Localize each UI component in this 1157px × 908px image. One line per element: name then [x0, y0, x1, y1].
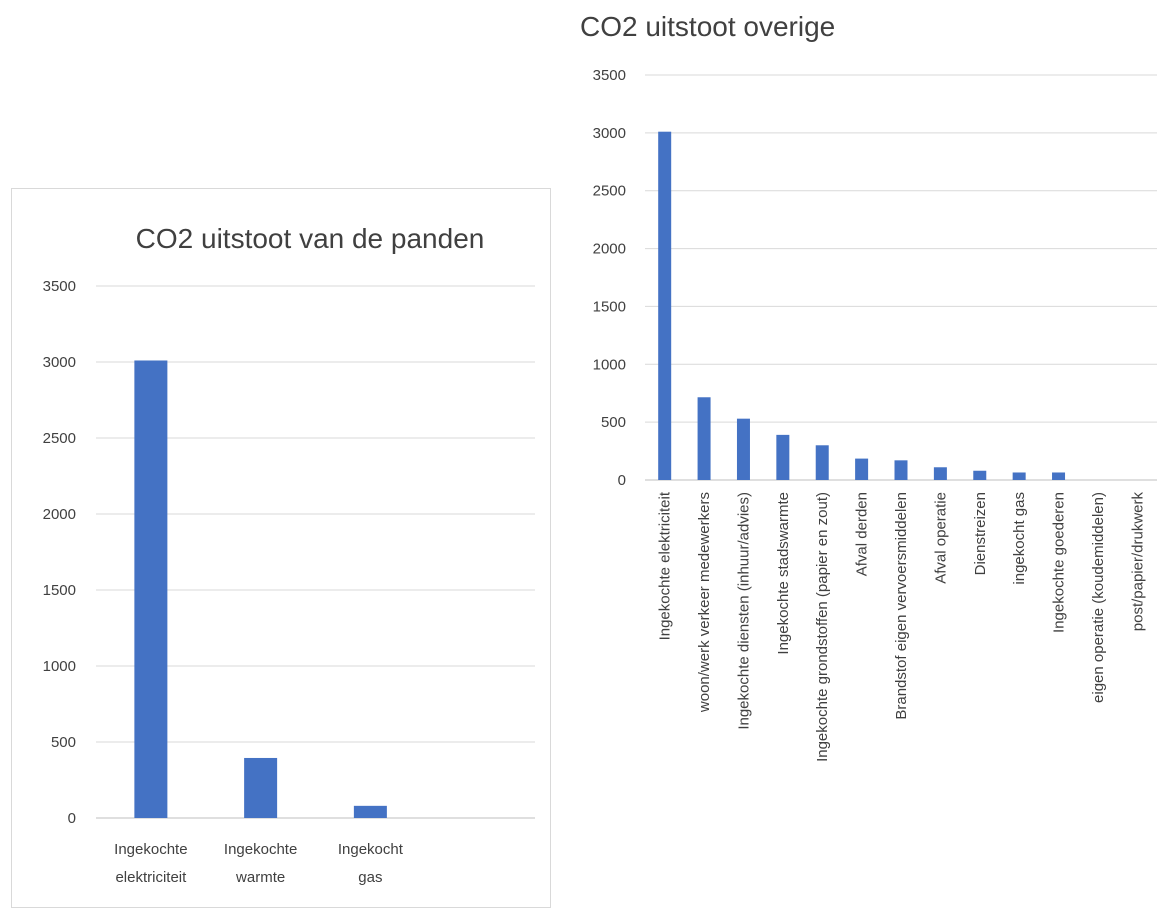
bar [776, 434, 790, 480]
x-category-label: Dienstreizen [972, 492, 989, 575]
bar [894, 460, 908, 480]
x-category-label: elektriciteit [115, 869, 187, 886]
bar [973, 470, 987, 480]
bar [134, 360, 168, 818]
x-category-label: post/papier/drukwerk [1129, 492, 1146, 632]
bar [353, 805, 387, 818]
bar [1012, 472, 1026, 480]
chart-panden: 0 500 1000 1500 2000 2500 3000 3500 Ingekochte el… [43, 278, 535, 886]
chart-title-panden: CO2 uitstoot van de panden [136, 223, 485, 254]
chart-title-overige: CO2 uitstoot overige [580, 11, 835, 42]
bar [933, 467, 947, 480]
y-tick-label: 500 [51, 734, 76, 751]
x-category-label: Brandstof eigen vervoersmiddelen [893, 492, 910, 720]
x-category-label: Ingekochte goederen [1051, 492, 1068, 633]
y-tick-label: 0 [68, 810, 76, 827]
y-tick-label: 3500 [43, 278, 76, 295]
bar [658, 131, 672, 480]
chart-overige: 0 500 1000 1500 2000 2500 3000 3500 Ingekochte e… [593, 67, 1157, 762]
y-tick-label: 2500 [593, 183, 626, 200]
y-tick-label: 500 [601, 414, 626, 431]
x-category-label: ingekocht gas [1011, 492, 1028, 585]
y-tick-label: 1000 [593, 356, 626, 373]
left-chart-frame [11, 188, 551, 908]
x-category-label: Afval derden [854, 492, 871, 576]
x-category-label: Ingekochte grondstoffen (papier en zout) [814, 492, 831, 762]
bar [1052, 472, 1066, 480]
y-tick-label: 2000 [43, 506, 76, 523]
x-category-label: Ingekocht [338, 841, 404, 858]
y-tick-label: 3000 [43, 354, 76, 371]
x-category-label: Ingekochte diensten (inhuur/advies) [735, 492, 752, 730]
x-category-label: Ingekochte [114, 841, 187, 858]
y-tick-label: 2000 [593, 241, 626, 258]
x-category-label: woon/werk verkeer medewerkers [696, 492, 713, 713]
x-category-label: gas [358, 869, 382, 886]
y-tick-label: 1500 [43, 582, 76, 599]
x-category-label: Afval operatie [932, 492, 949, 584]
x-category-label: Ingekochte stadswarmte [775, 492, 792, 655]
bar [815, 445, 829, 480]
bar [736, 418, 750, 480]
x-category-label: warmte [235, 869, 285, 886]
x-category-label: eigen operatie (koudemiddelen) [1090, 492, 1107, 703]
x-category-label: Ingekochte [224, 841, 297, 858]
bar [855, 458, 869, 480]
y-tick-label: 3000 [593, 125, 626, 142]
bar [697, 397, 711, 480]
y-tick-label: 2500 [43, 430, 76, 447]
y-tick-label: 0 [618, 472, 626, 489]
x-category-label: Ingekochte elektriciteit [657, 491, 674, 640]
y-tick-label: 1000 [43, 658, 76, 675]
y-tick-label: 3500 [593, 67, 626, 84]
bar [244, 757, 278, 818]
y-tick-label: 1500 [593, 298, 626, 315]
